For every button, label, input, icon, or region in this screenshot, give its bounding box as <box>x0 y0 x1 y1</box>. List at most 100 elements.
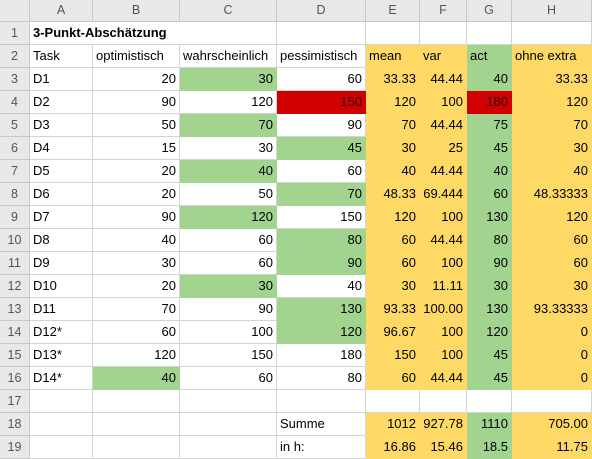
cell-e1[interactable] <box>366 22 420 45</box>
cell-a15[interactable]: D13* <box>30 344 93 367</box>
cell-h5[interactable]: 70 <box>512 114 592 137</box>
cell-h19[interactable]: 11.75 <box>512 436 592 459</box>
cell-e3[interactable]: 33.33 <box>366 68 420 91</box>
cell-a14[interactable]: D12* <box>30 321 93 344</box>
cell-c5[interactable]: 70 <box>180 114 277 137</box>
cell-e4[interactable]: 120 <box>366 91 420 114</box>
row-header-14[interactable]: 14 <box>0 321 30 344</box>
cell-h8[interactable]: 48.33333 <box>512 183 592 206</box>
column-header-b[interactable]: B <box>93 0 180 22</box>
cell-e13[interactable]: 93.33 <box>366 298 420 321</box>
cell-h6[interactable]: 30 <box>512 137 592 160</box>
cell-h4[interactable]: 120 <box>512 91 592 114</box>
cell-h15[interactable]: 0 <box>512 344 592 367</box>
column-header-e[interactable]: E <box>366 0 420 22</box>
cell-a17[interactable] <box>30 390 93 413</box>
cell-e7[interactable]: 40 <box>366 160 420 183</box>
cell-b2[interactable]: optimistisch <box>93 45 180 68</box>
cell-e10[interactable]: 60 <box>366 229 420 252</box>
cell-b14[interactable]: 60 <box>93 321 180 344</box>
cell-g17[interactable] <box>467 390 512 413</box>
cell-a18[interactable] <box>30 413 93 436</box>
row-header-11[interactable]: 11 <box>0 252 30 275</box>
cell-b18[interactable] <box>93 413 180 436</box>
cell-g16[interactable]: 45 <box>467 367 512 390</box>
cell-f6[interactable]: 25 <box>420 137 467 160</box>
cell-c13[interactable]: 90 <box>180 298 277 321</box>
cell-h2[interactable]: ohne extra <box>512 45 592 68</box>
column-header-g[interactable]: G <box>467 0 512 22</box>
cell-f18[interactable]: 927.78 <box>420 413 467 436</box>
cell-e9[interactable]: 120 <box>366 206 420 229</box>
cell-a11[interactable]: D9 <box>30 252 93 275</box>
cell-c18[interactable] <box>180 413 277 436</box>
cell-g11[interactable]: 90 <box>467 252 512 275</box>
cell-b6[interactable]: 15 <box>93 137 180 160</box>
cell-e5[interactable]: 70 <box>366 114 420 137</box>
row-header-15[interactable]: 15 <box>0 344 30 367</box>
cell-f16[interactable]: 44.44 <box>420 367 467 390</box>
cell-a19[interactable] <box>30 436 93 459</box>
cell-g2[interactable]: act <box>467 45 512 68</box>
cell-e15[interactable]: 150 <box>366 344 420 367</box>
cell-b7[interactable]: 20 <box>93 160 180 183</box>
cell-d9[interactable]: 150 <box>277 206 366 229</box>
cell-e2[interactable]: mean <box>366 45 420 68</box>
row-header-16[interactable]: 16 <box>0 367 30 390</box>
cell-h9[interactable]: 120 <box>512 206 592 229</box>
cell-h16[interactable]: 0 <box>512 367 592 390</box>
row-header-18[interactable]: 18 <box>0 413 30 436</box>
cell-d10[interactable]: 80 <box>277 229 366 252</box>
column-header-f[interactable]: F <box>420 0 467 22</box>
cell-d13[interactable]: 130 <box>277 298 366 321</box>
cell-a2[interactable]: Task <box>30 45 93 68</box>
cell-g15[interactable]: 45 <box>467 344 512 367</box>
row-header-4[interactable]: 4 <box>0 91 30 114</box>
row-header-13[interactable]: 13 <box>0 298 30 321</box>
cell-c3[interactable]: 30 <box>180 68 277 91</box>
row-header-12[interactable]: 12 <box>0 275 30 298</box>
cell-g14[interactable]: 120 <box>467 321 512 344</box>
cell-f12[interactable]: 11.11 <box>420 275 467 298</box>
row-header-5[interactable]: 5 <box>0 114 30 137</box>
cell-e18[interactable]: 1012 <box>366 413 420 436</box>
cell-g1[interactable] <box>467 22 512 45</box>
cell-d4[interactable]: 150 <box>277 91 366 114</box>
cell-e17[interactable] <box>366 390 420 413</box>
cell-a16[interactable]: D14* <box>30 367 93 390</box>
cell-b13[interactable]: 70 <box>93 298 180 321</box>
cell-h13[interactable]: 93.33333 <box>512 298 592 321</box>
cell-b17[interactable] <box>93 390 180 413</box>
cell-a12[interactable]: D10 <box>30 275 93 298</box>
cell-c4[interactable]: 120 <box>180 91 277 114</box>
cell-a9[interactable]: D7 <box>30 206 93 229</box>
row-header-6[interactable]: 6 <box>0 137 30 160</box>
row-header-7[interactable]: 7 <box>0 160 30 183</box>
cell-b8[interactable]: 20 <box>93 183 180 206</box>
cell-c16[interactable]: 60 <box>180 367 277 390</box>
cell-e14[interactable]: 96.67 <box>366 321 420 344</box>
cell-d17[interactable] <box>277 390 366 413</box>
cell-b4[interactable]: 90 <box>93 91 180 114</box>
cell-a5[interactable]: D3 <box>30 114 93 137</box>
cell-h14[interactable]: 0 <box>512 321 592 344</box>
cell-d1[interactable] <box>277 22 366 45</box>
cell-c10[interactable]: 60 <box>180 229 277 252</box>
cell-c15[interactable]: 150 <box>180 344 277 367</box>
cell-e16[interactable]: 60 <box>366 367 420 390</box>
cell-f17[interactable] <box>420 390 467 413</box>
cell-g3[interactable]: 40 <box>467 68 512 91</box>
cell-h17[interactable] <box>512 390 592 413</box>
cell-f10[interactable]: 44.44 <box>420 229 467 252</box>
cell-f14[interactable]: 100 <box>420 321 467 344</box>
cell-b11[interactable]: 30 <box>93 252 180 275</box>
cell-g13[interactable]: 130 <box>467 298 512 321</box>
cell-h1[interactable] <box>512 22 592 45</box>
cell-c2[interactable]: wahrscheinlich <box>180 45 277 68</box>
cell-f4[interactable]: 100 <box>420 91 467 114</box>
cell-b10[interactable]: 40 <box>93 229 180 252</box>
cell-f13[interactable]: 100.00 <box>420 298 467 321</box>
cell-d14[interactable]: 120 <box>277 321 366 344</box>
cell-g19[interactable]: 18.5 <box>467 436 512 459</box>
cell-g5[interactable]: 75 <box>467 114 512 137</box>
